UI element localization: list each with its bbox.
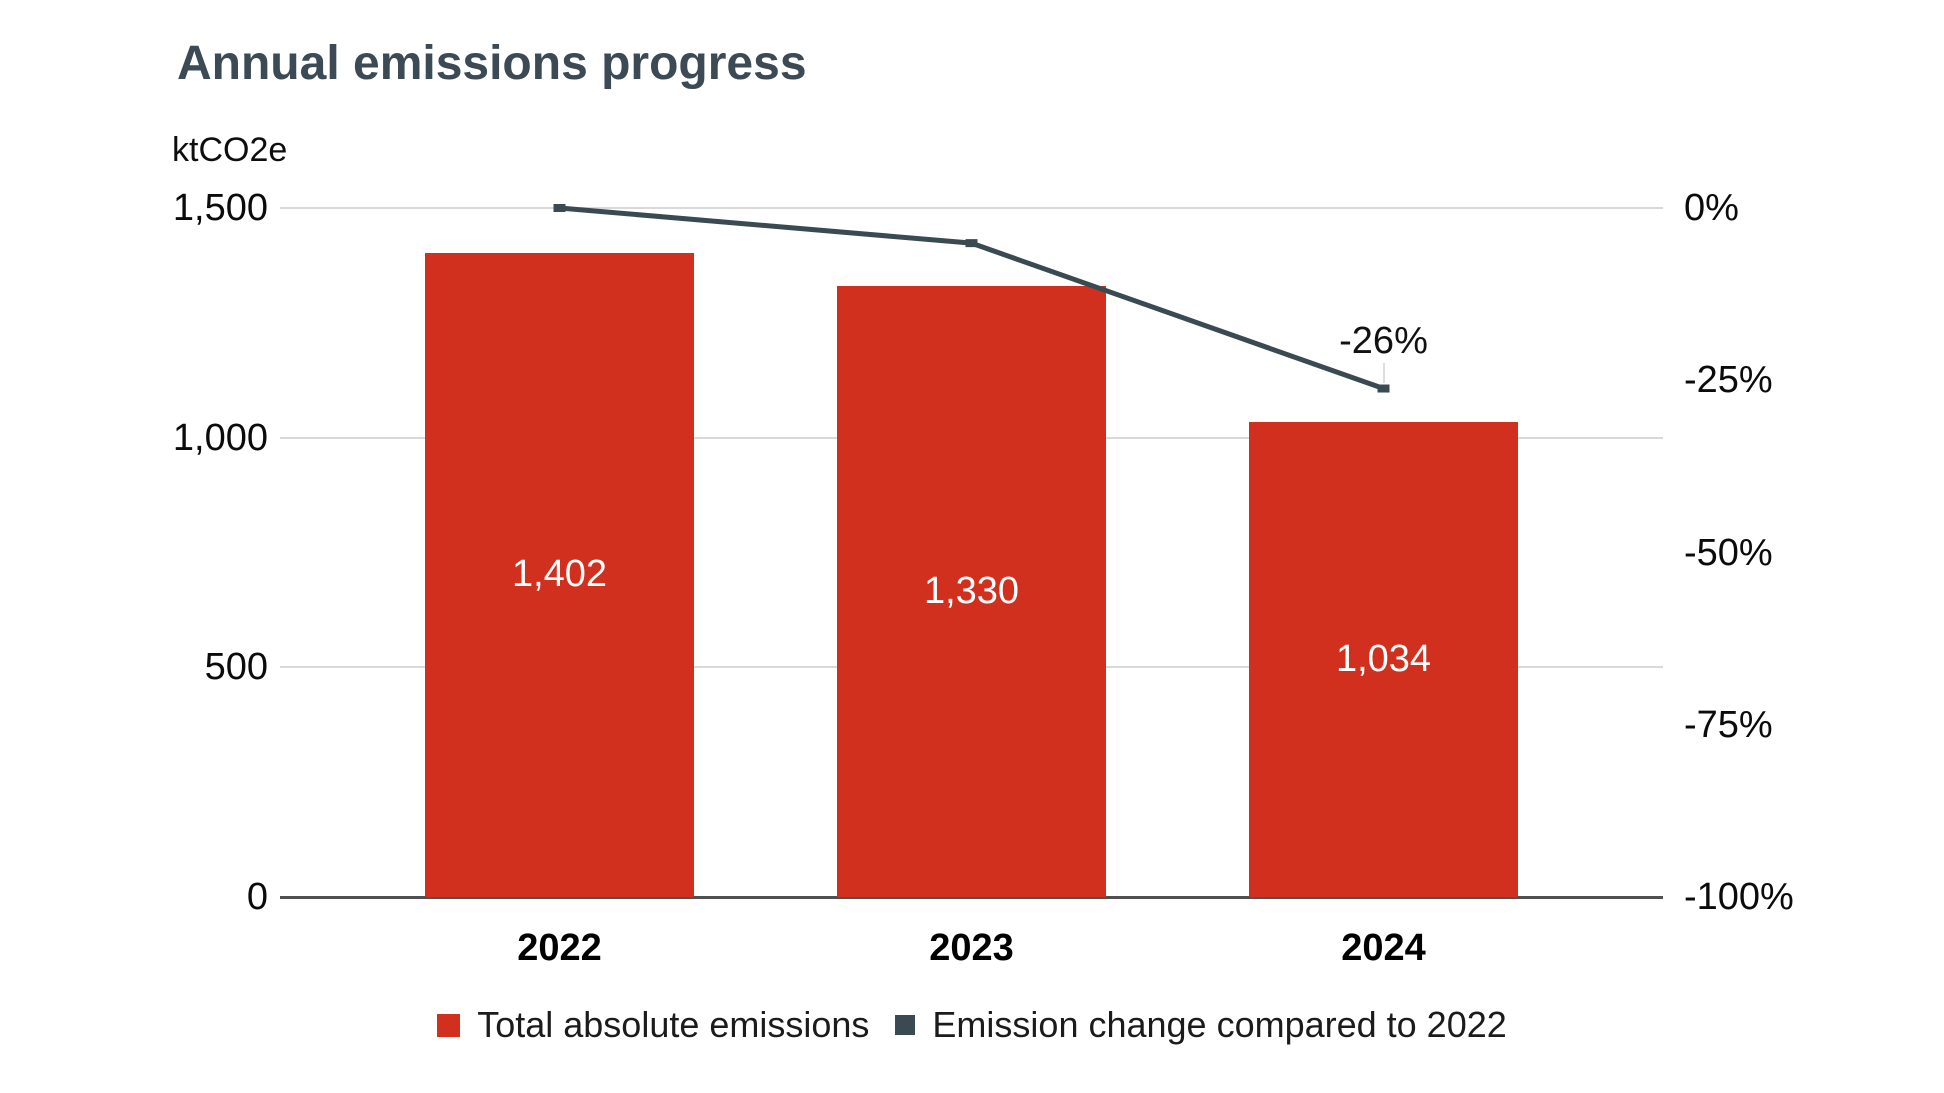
x-axis-baseline — [280, 896, 1663, 899]
left-axis-tick-label: 500 — [204, 646, 268, 689]
bar-value-label: 1,330 — [923, 569, 1020, 612]
left-axis-tick-label: 1,500 — [172, 187, 268, 229]
left-axis-tick-label: 0 — [246, 876, 268, 918]
legend-label: Emission change compared to 2022 — [932, 1004, 1507, 1045]
left-axis-unit-label: ktCO2e — [172, 131, 288, 169]
line-point-marker — [1377, 384, 1390, 393]
legend-label: Total absolute emissions — [477, 1004, 870, 1045]
x-axis-label-2023: 2023 — [929, 927, 1014, 969]
x-axis-label-2022: 2022 — [517, 927, 602, 969]
bar-2024 — [1249, 422, 1518, 897]
bar-value-label: 1,402 — [511, 553, 608, 595]
right-axis-tick-label: -50% — [1684, 531, 1773, 574]
legend-item-total-absolute-emissions: Total absolute emissions — [437, 1003, 869, 1047]
line-path — [559, 205, 1385, 391]
line-series-swatch-icon — [895, 1015, 916, 1035]
bar-2022 — [425, 253, 694, 897]
left-axis-tick-label: 1,000 — [172, 416, 268, 459]
legend: Total absolute emissions Emission change … — [0, 1003, 1944, 1047]
bar-series-swatch-icon — [437, 1013, 461, 1037]
line-end-value-label: -26% — [1339, 319, 1428, 362]
right-axis-tick-label: -75% — [1684, 703, 1773, 746]
legend-item-emission-change-compared-to-2022: Emission change compared to 2022 — [895, 1003, 1507, 1047]
line-point-marker — [553, 204, 566, 212]
right-axis-tick-label: 0% — [1684, 187, 1739, 229]
gridline-1500 — [280, 207, 1663, 209]
bar-2023 — [837, 286, 1106, 897]
right-axis-tick-label: -100% — [1684, 876, 1794, 918]
bar-value-label: 1,034 — [1335, 637, 1432, 680]
chart-title: Annual emissions progress — [177, 37, 807, 90]
right-axis-tick-label: -25% — [1684, 359, 1773, 402]
line-point-marker — [965, 239, 978, 248]
annotation-leader-line — [1382, 362, 1385, 383]
x-axis-label-2024: 2024 — [1341, 927, 1426, 969]
